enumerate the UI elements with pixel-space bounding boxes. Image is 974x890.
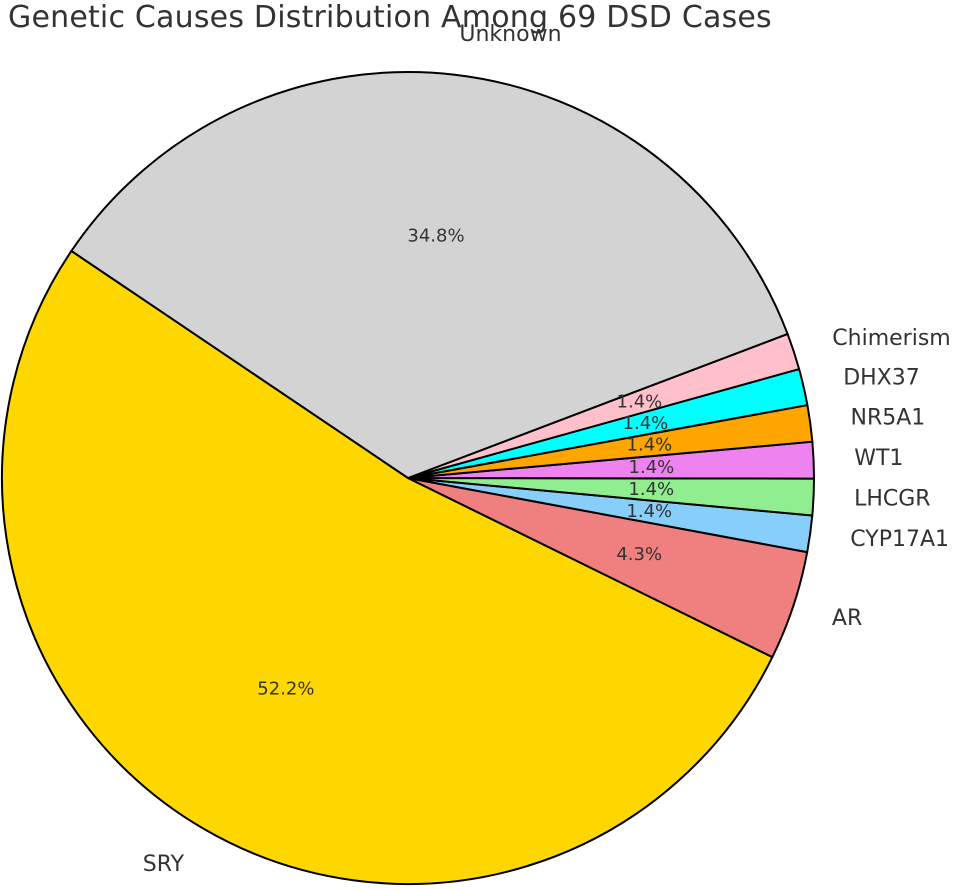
- chart-title: Genetic Causes Distribution Among 69 DSD…: [8, 0, 772, 35]
- slice-percent-dhx37: 1.4%: [623, 413, 669, 434]
- slice-label-unknown: Unknown: [459, 22, 561, 47]
- slice-label-sry: SRY: [143, 852, 185, 877]
- pie-slice-sry: [1, 249, 774, 885]
- slice-percent-wt1: 1.4%: [629, 457, 675, 478]
- pie-labels: SRY 52.2% AR 4.3% CYP17A1 1.4% LHCGR 1.4% WT1 1.4…: [143, 22, 951, 877]
- slice-percent-unknown: 34.8%: [407, 226, 464, 247]
- slice-percent-nr5a1: 1.4%: [627, 435, 673, 456]
- slice-percent-cyp17a1: 1.4%: [626, 501, 672, 522]
- pie-slice-unknown: [70, 71, 789, 479]
- slice-label-dhx37: DHX37: [843, 365, 920, 390]
- slice-percent-lhcgr: 1.4%: [628, 479, 674, 500]
- slice-label-wt1: WT1: [854, 446, 903, 471]
- pie-slices: [1, 71, 816, 885]
- slice-label-cyp17a1: CYP17A1: [850, 527, 949, 552]
- slice-label-nr5a1: NR5A1: [851, 405, 926, 430]
- slice-percent-chimerism: 1.4%: [617, 392, 663, 413]
- slice-label-lhcgr: LHCGR: [854, 487, 931, 512]
- slice-percent-ar: 4.3%: [616, 544, 662, 565]
- slice-label-chimerism: Chimerism: [832, 326, 950, 351]
- slice-label-ar: AR: [832, 606, 862, 631]
- slice-percent-sry: 52.2%: [257, 678, 314, 699]
